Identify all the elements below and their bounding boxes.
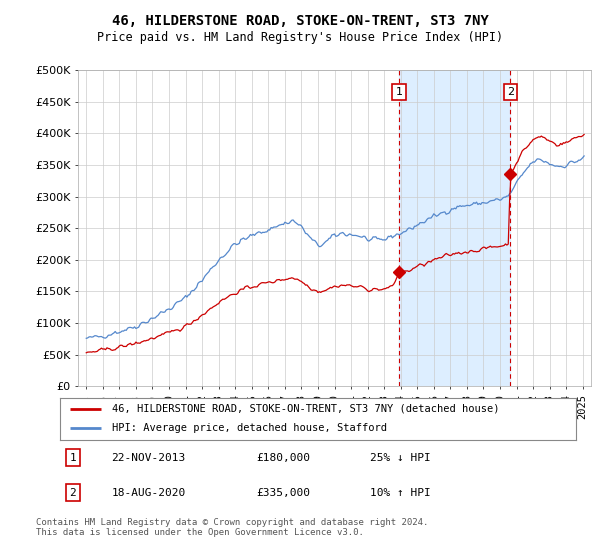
Text: 46, HILDERSTONE ROAD, STOKE-ON-TRENT, ST3 7NY (detached house): 46, HILDERSTONE ROAD, STOKE-ON-TRENT, ST… <box>112 404 499 414</box>
Text: £180,000: £180,000 <box>256 453 310 463</box>
Text: £335,000: £335,000 <box>256 488 310 498</box>
Text: 22-NOV-2013: 22-NOV-2013 <box>112 453 186 463</box>
Text: 46, HILDERSTONE ROAD, STOKE-ON-TRENT, ST3 7NY: 46, HILDERSTONE ROAD, STOKE-ON-TRENT, ST… <box>112 14 488 28</box>
Text: 10% ↑ HPI: 10% ↑ HPI <box>370 488 430 498</box>
Bar <box>399 70 511 386</box>
Text: 2: 2 <box>507 87 514 97</box>
Text: 25% ↓ HPI: 25% ↓ HPI <box>370 453 430 463</box>
Text: Contains HM Land Registry data © Crown copyright and database right 2024.
This d: Contains HM Land Registry data © Crown c… <box>36 518 428 538</box>
Text: HPI: Average price, detached house, Stafford: HPI: Average price, detached house, Staf… <box>112 423 386 433</box>
Text: 18-AUG-2020: 18-AUG-2020 <box>112 488 186 498</box>
Text: 2: 2 <box>70 488 76 498</box>
Text: 1: 1 <box>395 87 403 97</box>
Text: Price paid vs. HM Land Registry's House Price Index (HPI): Price paid vs. HM Land Registry's House … <box>97 31 503 44</box>
Text: 1: 1 <box>70 453 76 463</box>
